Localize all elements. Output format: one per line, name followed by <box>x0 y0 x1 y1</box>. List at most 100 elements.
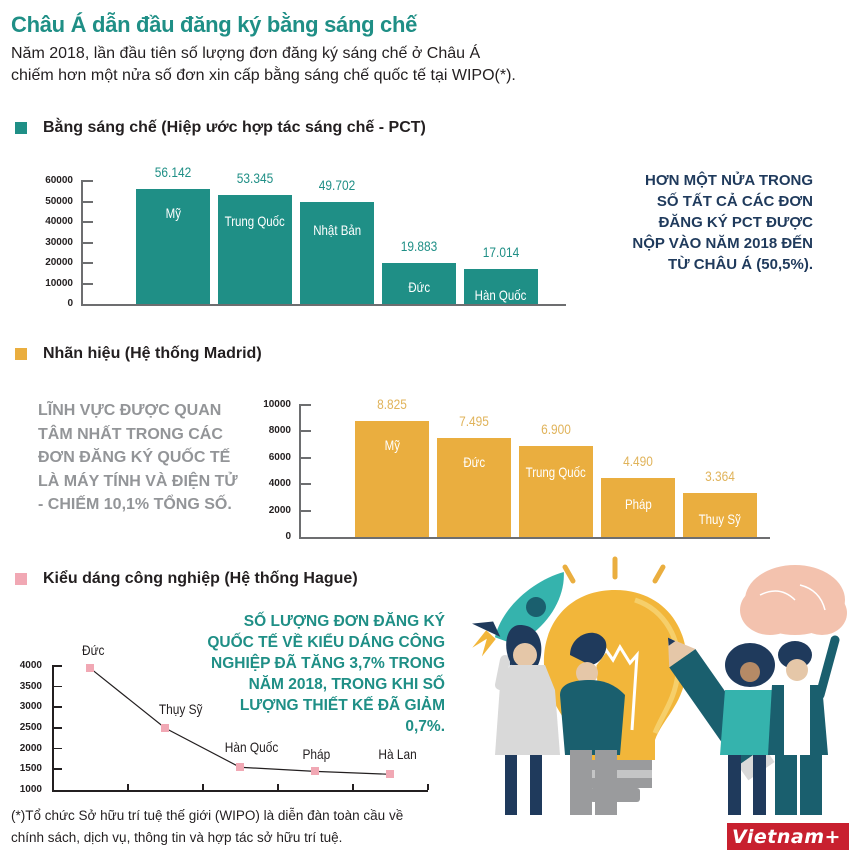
data-point-label: Hàn Quốc <box>224 739 279 756</box>
y-tick-mark <box>81 282 93 285</box>
bar-value-label: 53.345 <box>236 169 274 186</box>
bar[interactable]: Mỹ <box>355 420 429 537</box>
pct-legend-label: Bằng sáng chế (Hiệp ước hợp tác sáng chế… <box>43 119 426 136</box>
y-tick-mark <box>299 404 311 406</box>
y-tick-mark <box>52 768 62 770</box>
x-axis <box>52 790 428 792</box>
hague-legend-label: Kiểu dáng công nghiệp (Hệ thống Hague) <box>43 570 358 587</box>
bar[interactable]: Đức <box>382 263 456 304</box>
madrid-callout-line: TÂM NHẤT TRONG CÁC <box>38 425 223 443</box>
bar[interactable]: Nhật Bản <box>300 202 374 304</box>
data-point-marker[interactable] <box>161 724 169 732</box>
hague-callout-line: QUỐC TẾ VỀ KIỂU DÁNG CÔNG <box>207 634 445 651</box>
data-point-marker[interactable] <box>236 763 244 772</box>
bar-category-label: Trung Quốc <box>224 212 286 229</box>
light-rays-icon <box>562 556 666 584</box>
y-tick-label: 20000 <box>45 257 73 268</box>
bar-category-label: Nhật Bản <box>313 222 361 239</box>
bar-category-label: Đức <box>463 454 485 471</box>
x-tick-mark <box>427 784 429 790</box>
bar[interactable]: Hàn Quốc <box>464 269 538 304</box>
bar-value-label: 19.883 <box>400 238 438 255</box>
pct-callout-line: SỐ TẤT CẢ CÁC ĐƠN <box>656 193 813 210</box>
hague-callout-line: SỐ LƯỢNG ĐƠN ĐĂNG KÝ <box>243 613 445 630</box>
bar-category-label: Mỹ <box>165 204 181 221</box>
pct-callout-line: ĐĂNG KÝ PCT ĐƯỢC <box>658 214 813 231</box>
y-tick-label: 30000 <box>45 236 73 248</box>
y-tick-mark <box>81 200 93 203</box>
y-tick-label: 40000 <box>45 216 73 227</box>
y-tick-label: 6000 <box>268 451 291 463</box>
y-tick-mark <box>52 747 62 750</box>
bar-value-label: 8.825 <box>377 395 407 412</box>
legend-swatch-gold <box>15 348 27 360</box>
page-title: Châu Á dẫn đầu đăng ký bằng sáng chế <box>11 12 418 37</box>
brain-icon <box>740 565 847 635</box>
y-tick-label: 2000 <box>268 504 291 516</box>
data-point-label: Pháp <box>302 746 331 763</box>
data-point-label: Hà Lan <box>378 746 417 763</box>
y-tick-label: 0 <box>67 298 73 309</box>
pct-callout-line: HƠN MỘT NỬA TRONG <box>644 172 813 189</box>
y-tick-label: 0 <box>285 531 291 542</box>
bar-value-label: 49.702 <box>318 177 356 194</box>
y-tick-mark <box>81 241 93 244</box>
data-point-marker[interactable] <box>311 767 319 776</box>
data-point-label: Đức <box>81 642 105 659</box>
y-tick-mark <box>299 430 311 433</box>
y-tick-mark <box>52 665 62 667</box>
person-icon <box>720 643 780 815</box>
person-icon <box>495 625 560 815</box>
y-tick-mark <box>81 180 93 182</box>
bar-category-label: Hàn Quốc <box>475 287 527 304</box>
bar-value-label: 6.900 <box>541 420 571 437</box>
y-tick-label: 2500 <box>19 722 42 733</box>
y-tick-mark <box>81 221 93 223</box>
pct-callout: HƠN MỘT NỬA TRONG SỐ TẤT CẢ CÁC ĐƠN ĐĂNG… <box>632 170 813 275</box>
y-tick-label: 4000 <box>19 660 42 671</box>
vietnamplus-logo[interactable]: Vietnam+ <box>727 823 849 850</box>
y-axis <box>81 181 83 306</box>
hague-callout-line: 0,7%. <box>405 718 445 735</box>
bar[interactable]: Thuy Sỹ <box>683 492 757 537</box>
bar-value-label: 56.142 <box>154 163 192 180</box>
bar[interactable]: Trung Quốc <box>218 194 292 304</box>
footnote: (*)Tổ chức Sở hữu trí tuệ thế giới (WIPO… <box>11 805 451 849</box>
y-axis <box>299 405 301 539</box>
y-tick-label: 4000 <box>268 478 291 490</box>
hague-legend: Kiểu dáng công nghiệp (Hệ thống Hague) <box>15 570 358 588</box>
y-tick-mark <box>52 706 62 708</box>
bar-value-label: 3.364 <box>705 467 735 484</box>
bar-category-label: Trung Quốc <box>525 463 587 480</box>
hague-callout-line: LƯỢNG THIẾT KẾ ĐÃ GIẢM <box>239 697 445 714</box>
bar[interactable]: Pháp <box>601 477 675 537</box>
y-tick-label: 2000 <box>19 742 42 754</box>
y-tick-label: 8000 <box>268 425 291 437</box>
x-tick-mark <box>202 784 204 790</box>
madrid-legend-label: Nhãn hiệu (Hệ thống Madrid) <box>43 345 262 362</box>
subtitle-line-1: Năm 2018, lần đầu tiên số lượng đơn đăng… <box>11 45 481 62</box>
data-point-marker[interactable] <box>386 770 394 779</box>
bar-category-label: Thuy Sỹ <box>698 510 742 527</box>
bar-category-label: Đức <box>408 279 430 296</box>
y-tick-mark <box>299 509 311 512</box>
y-tick-mark <box>52 685 62 688</box>
y-tick-label: 10000 <box>45 277 73 289</box>
y-axis <box>52 666 54 792</box>
x-tick-mark <box>277 784 279 790</box>
madrid-callout: LĨNH VỰC ĐƯỢC QUAN TÂM NHẤT TRONG CÁC ĐƠ… <box>38 399 238 517</box>
footnote-line-1: (*)Tổ chức Sở hữu trí tuệ thế giới (WIPO… <box>11 808 404 823</box>
bar-value-label: 7.495 <box>459 413 489 430</box>
bar[interactable]: Đức <box>437 438 511 537</box>
bar[interactable]: Trung Quốc <box>519 445 593 537</box>
x-tick-mark <box>127 784 129 790</box>
x-axis <box>81 304 566 306</box>
data-point-marker[interactable] <box>86 664 94 673</box>
madrid-legend: Nhãn hiệu (Hệ thống Madrid) <box>15 345 262 363</box>
y-tick-label: 1000 <box>19 784 42 795</box>
person-icon <box>560 632 625 815</box>
pct-callout-line: TỪ CHÂU Á (50,5%). <box>668 256 813 273</box>
hague-callout-line: NGHIỆP ĐÃ TĂNG 3,7% TRONG <box>211 655 445 672</box>
pct-legend: Bằng sáng chế (Hiệp ước hợp tác sáng chế… <box>15 119 426 137</box>
bar[interactable]: Mỹ <box>136 188 210 304</box>
